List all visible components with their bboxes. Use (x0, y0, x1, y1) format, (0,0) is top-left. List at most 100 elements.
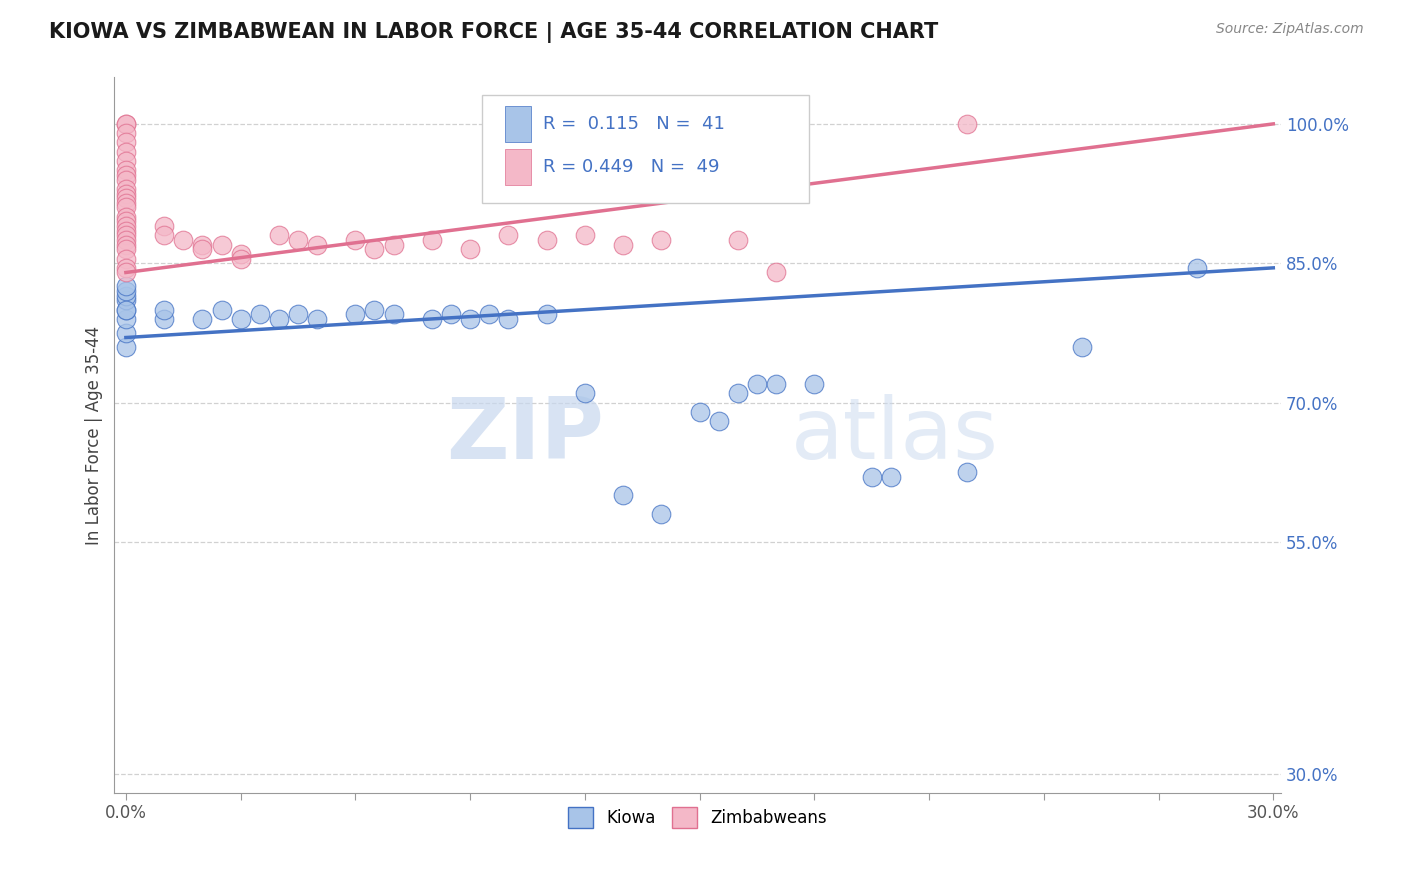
Point (287, 233, 309, 247)
Point (765, 376, 787, 391)
Point (153, 219, 176, 233)
Point (765, 265, 787, 279)
Point (287, 307, 309, 321)
Point (115, 265, 138, 279)
Point (478, 307, 501, 321)
Point (115, 312, 138, 326)
Point (211, 237, 233, 252)
Point (458, 242, 481, 256)
Point (115, 182, 138, 196)
Point (115, 186, 138, 201)
Point (115, 242, 138, 256)
Point (172, 233, 194, 247)
Legend: Kiowa, Zimbabweans: Kiowa, Zimbabweans (561, 801, 834, 834)
Point (229, 312, 252, 326)
Point (115, 210, 138, 224)
Point (307, 237, 329, 252)
Point (344, 307, 367, 321)
Point (115, 237, 138, 252)
Point (860, 470, 883, 484)
Point (650, 233, 672, 247)
Point (420, 312, 443, 326)
Point (803, 376, 825, 391)
Point (115, 228, 138, 243)
Point (115, 145, 138, 159)
Point (498, 228, 520, 243)
Point (115, 126, 138, 140)
Text: ZIP: ZIP (447, 393, 605, 476)
Point (115, 117, 138, 131)
Point (363, 242, 385, 256)
Point (153, 228, 176, 243)
Point (689, 405, 711, 419)
Point (574, 386, 596, 401)
Text: KIOWA VS ZIMBABWEAN IN LABOR FORCE | AGE 35-44 CORRELATION CHART: KIOWA VS ZIMBABWEAN IN LABOR FORCE | AGE… (49, 22, 938, 44)
Point (880, 470, 903, 484)
Point (115, 172, 138, 186)
Point (727, 386, 749, 401)
Point (115, 289, 138, 303)
Point (420, 233, 443, 247)
Point (115, 252, 138, 266)
Point (344, 233, 367, 247)
Point (115, 302, 138, 317)
Point (458, 312, 481, 326)
Point (498, 312, 520, 326)
Point (536, 233, 558, 247)
Point (115, 224, 138, 238)
Point (115, 260, 138, 275)
Point (115, 154, 138, 169)
Point (650, 507, 672, 521)
Point (267, 312, 290, 326)
Point (115, 195, 138, 210)
Point (307, 312, 329, 326)
Point (536, 307, 558, 321)
Point (115, 284, 138, 298)
Point (115, 163, 138, 178)
Text: R =  0.115   N =  41: R = 0.115 N = 41 (543, 115, 724, 133)
Point (1071, 340, 1094, 354)
Point (191, 242, 214, 256)
Point (115, 279, 138, 293)
Point (115, 340, 138, 354)
Point (363, 302, 385, 317)
Point (153, 312, 176, 326)
Point (382, 307, 405, 321)
Point (115, 326, 138, 340)
Y-axis label: In Labor Force | Age 35-44: In Labor Force | Age 35-44 (86, 326, 103, 545)
Point (612, 488, 634, 502)
Point (249, 307, 271, 321)
Point (115, 191, 138, 205)
Point (267, 228, 290, 243)
Point (745, 376, 768, 391)
Text: Source: ZipAtlas.com: Source: ZipAtlas.com (1216, 22, 1364, 37)
Point (191, 237, 214, 252)
Point (229, 247, 252, 261)
Point (1185, 260, 1208, 275)
FancyBboxPatch shape (482, 95, 808, 202)
Point (211, 302, 233, 317)
Point (440, 307, 463, 321)
Point (115, 168, 138, 182)
Point (115, 136, 138, 150)
Point (115, 117, 138, 131)
Point (956, 117, 979, 131)
FancyBboxPatch shape (505, 106, 531, 142)
FancyBboxPatch shape (505, 149, 531, 185)
Point (612, 237, 634, 252)
Point (956, 465, 979, 479)
Point (115, 293, 138, 308)
Point (115, 214, 138, 228)
Point (229, 252, 252, 266)
Point (382, 237, 405, 252)
Point (115, 219, 138, 233)
Point (191, 312, 214, 326)
Point (153, 302, 176, 317)
Point (115, 201, 138, 215)
Text: atlas: atlas (792, 393, 1000, 476)
Point (707, 414, 730, 428)
Point (727, 233, 749, 247)
Point (115, 302, 138, 317)
Text: R = 0.449   N =  49: R = 0.449 N = 49 (543, 158, 718, 176)
Point (574, 228, 596, 243)
